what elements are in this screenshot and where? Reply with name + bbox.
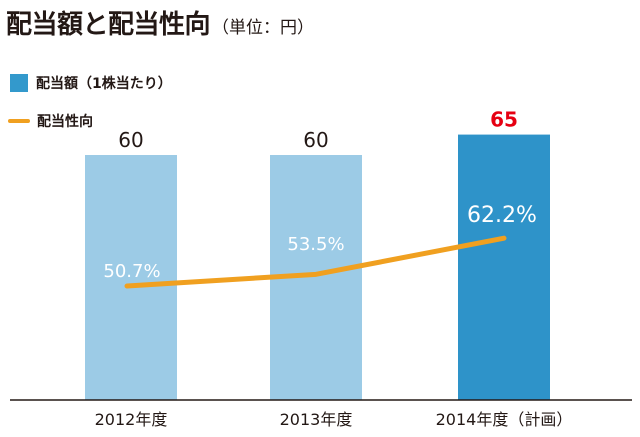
bar-1 (85, 155, 177, 400)
legend-item-dividend: 配当額（1株当たり） (10, 72, 172, 94)
payout-ratio-label-2: 53.5% (287, 234, 344, 255)
x-tick-label-1: 2012年度 (95, 410, 168, 429)
payout-ratio-label-3: 62.2% (467, 203, 537, 228)
legend-swatch-bar (10, 74, 28, 92)
chart-title-unit: （単位：円） (212, 18, 315, 38)
legend-label-dividend: 配当額（1株当たり） (36, 76, 172, 92)
x-tick-label-2: 2013年度 (280, 410, 353, 429)
bar-value-label-1: 60 (118, 128, 143, 152)
payout-ratio-line (124, 235, 507, 289)
chart-title: 配当額と配当性向 （単位：円） (6, 4, 314, 41)
x-tick-label-3: 2014年度（計画） (436, 410, 573, 429)
legend: 配当額（1株当たり） 配当性向 (8, 72, 172, 148)
bar-value-label-3: 65 (490, 108, 518, 132)
chart-title-main: 配当額と配当性向 (6, 10, 211, 40)
legend-item-payout-ratio: 配当性向 (8, 110, 172, 132)
legend-swatch-line (8, 119, 30, 123)
bar-3 (458, 134, 550, 401)
payout-ratio-label-1: 50.7% (103, 261, 160, 282)
bar-value-label-2: 60 (303, 128, 328, 152)
legend-label-payout-ratio: 配当性向 (37, 114, 93, 130)
